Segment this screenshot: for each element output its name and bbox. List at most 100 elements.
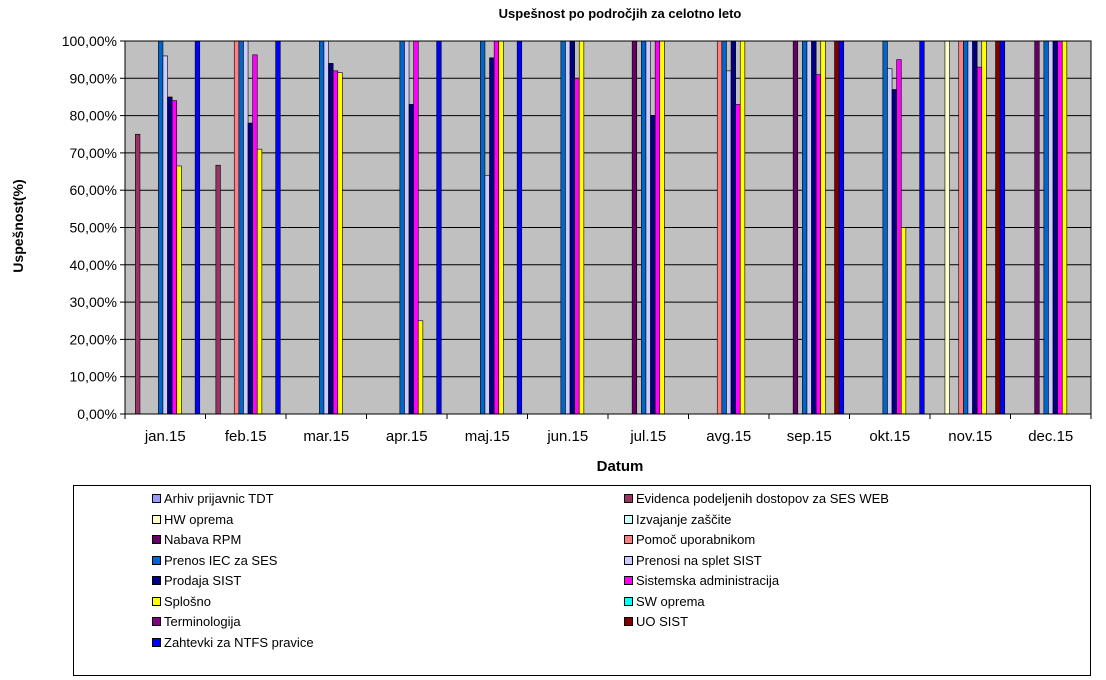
bar <box>896 59 902 415</box>
legend-swatch <box>624 494 633 503</box>
legend-swatch <box>152 576 161 585</box>
x-tick-label: jun.15 <box>546 428 588 445</box>
bar <box>981 40 987 415</box>
bar <box>887 68 893 415</box>
y-tick-label: 10,00% <box>70 369 117 385</box>
legend-swatch <box>624 576 633 585</box>
bar <box>834 40 840 415</box>
bar <box>233 40 240 415</box>
bar <box>243 40 249 415</box>
legend-swatch <box>624 617 633 626</box>
bar <box>811 40 817 415</box>
legend-label: SW oprema <box>636 593 705 609</box>
legend-label: Splošno <box>164 593 211 609</box>
legend-item: Terminologija <box>152 614 241 629</box>
bar <box>900 227 907 415</box>
chart-title: Uspešnost po področjih za celotno leto <box>498 6 742 21</box>
bar <box>995 40 1001 415</box>
bar <box>716 40 723 415</box>
legend-label: Sistemska administracija <box>636 573 780 588</box>
legend-label: Nabava RPM <box>164 532 242 547</box>
bar <box>721 40 727 415</box>
x-tick-label: sep.15 <box>787 428 832 445</box>
y-tick-label: 90,00% <box>70 70 117 86</box>
bar <box>489 57 495 415</box>
legend-item: SW oprema <box>624 594 705 609</box>
bar <box>739 40 746 415</box>
bar <box>806 40 812 415</box>
bar <box>337 72 343 415</box>
bar <box>569 40 575 415</box>
y-tick-label: 60,00% <box>70 182 117 198</box>
legend-label: Prenosi na splet SIST <box>636 552 762 568</box>
legend-item: Prodaja SIST <box>152 573 241 588</box>
bar <box>882 40 888 415</box>
legend-label: Zahtevki za NTFS pravice <box>164 634 314 650</box>
bar <box>498 40 504 415</box>
legend-label: Arhiv prijavnic TDT <box>164 491 274 506</box>
legend-label: Terminologija <box>164 614 241 629</box>
legend-item: Splošno <box>152 594 211 609</box>
legend-label: Evidenca podeljenih dostopov za SES WEB <box>636 491 889 506</box>
bar <box>417 320 424 415</box>
x-tick-label: feb.15 <box>225 428 267 445</box>
bar <box>135 133 141 415</box>
bar <box>1061 40 1068 415</box>
bar <box>735 104 741 415</box>
legend-item: Zahtevki za NTFS pravice <box>152 635 314 650</box>
bar <box>158 40 164 415</box>
legend-item: HW oprema <box>152 512 233 527</box>
bar <box>631 40 638 415</box>
bar <box>999 40 1006 415</box>
bar <box>404 40 410 415</box>
legend-item: Prenosi na splet SIST <box>624 553 762 568</box>
bar <box>1057 40 1063 415</box>
bar <box>820 40 826 415</box>
bar <box>480 40 486 415</box>
bar <box>493 40 500 415</box>
legend-swatch <box>152 535 161 544</box>
legend-swatch <box>152 596 161 606</box>
bar <box>252 54 258 415</box>
bar <box>275 40 281 415</box>
x-tick-label: okt.15 <box>869 428 910 445</box>
bar <box>574 78 580 415</box>
bar <box>215 164 221 415</box>
y-tick-label: 20,00% <box>70 331 117 347</box>
bar <box>650 115 656 415</box>
legend: Arhiv prijavnic TDT Evidenca podeljenih d… <box>73 485 1091 676</box>
legend-item: Prenos IEC za SES <box>152 553 277 568</box>
legend-item: UO SIST <box>624 614 688 629</box>
legend-swatch <box>152 617 161 626</box>
bar <box>641 40 647 415</box>
legend-item: Sistemska administracija <box>624 573 779 588</box>
bar <box>963 40 969 415</box>
bar <box>958 40 964 415</box>
bar <box>891 89 897 415</box>
x-tick-label: jan.15 <box>144 428 186 445</box>
bar <box>167 96 173 415</box>
legend-swatch <box>152 494 161 503</box>
bar <box>730 40 736 415</box>
plot-border <box>124 40 1092 415</box>
bar <box>802 40 808 415</box>
bar <box>319 40 325 415</box>
legend-label: UO SIST <box>636 614 689 629</box>
bar <box>944 40 950 415</box>
bar <box>171 100 178 415</box>
bar <box>323 40 329 415</box>
legend-label: Pomoč uporabnikom <box>636 532 756 547</box>
bar <box>238 40 244 415</box>
x-axis-label: Datum <box>596 458 644 475</box>
bar <box>726 70 732 415</box>
x-tick-label: nov.15 <box>948 428 992 445</box>
legend-swatch <box>152 555 161 565</box>
bar <box>247 122 253 415</box>
y-tick-label: 70,00% <box>70 145 117 161</box>
y-tick-label: 0,00% <box>77 406 117 422</box>
bar <box>976 66 983 415</box>
x-tick-label: dec.15 <box>1028 428 1073 445</box>
bar <box>484 174 490 415</box>
y-tick-label: 30,00% <box>70 294 117 310</box>
